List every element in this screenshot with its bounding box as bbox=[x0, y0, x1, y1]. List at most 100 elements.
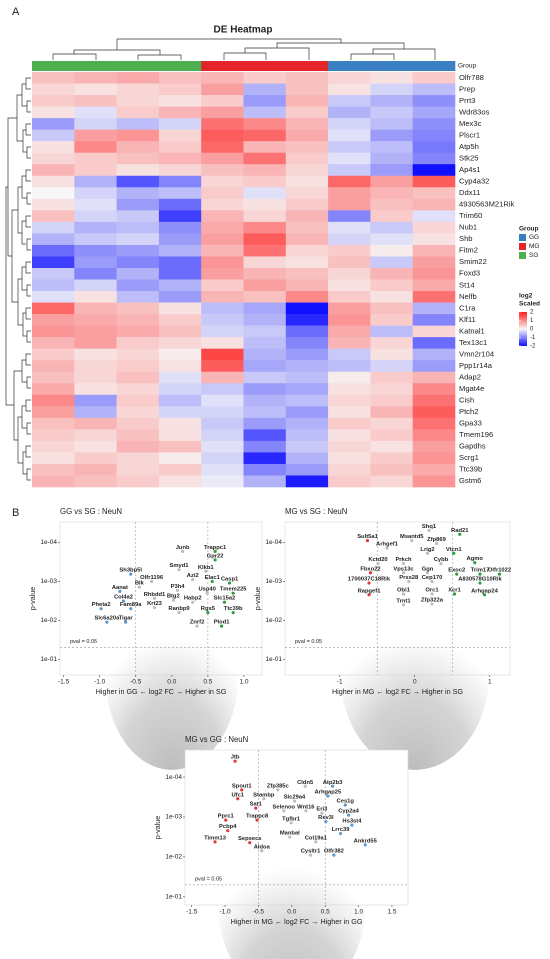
colorbar-title: log2 bbox=[519, 293, 533, 300]
heat-cell bbox=[116, 314, 160, 326]
heat-cell bbox=[328, 221, 371, 234]
heat-cell bbox=[74, 175, 117, 188]
plot-title: GG vs SG : NeuN bbox=[60, 507, 122, 516]
row-label: C1ra bbox=[459, 303, 476, 312]
heat-cell bbox=[412, 394, 456, 407]
row-label: Klf11 bbox=[459, 315, 476, 324]
heat-cell bbox=[158, 72, 202, 84]
heat-cell bbox=[243, 383, 287, 396]
heat-cell bbox=[370, 152, 413, 165]
gene-point bbox=[205, 591, 209, 595]
gene-point bbox=[367, 593, 371, 597]
heat-cell bbox=[32, 348, 75, 361]
gene-label: Timm13 bbox=[204, 835, 227, 841]
row-label: Atp5h bbox=[459, 142, 479, 151]
heat-cell bbox=[201, 256, 244, 269]
heat-cell bbox=[116, 256, 160, 269]
heat-cell bbox=[201, 302, 244, 315]
heat-cell bbox=[370, 325, 413, 338]
colorbar-tick-label: -1 bbox=[530, 335, 536, 341]
x-axis-label: Higher in MG ← log2 FC → Higher in GG bbox=[231, 917, 363, 926]
heat-cell bbox=[370, 291, 413, 303]
gene-label: Slc6a20a bbox=[94, 616, 120, 622]
row-label: Stk25 bbox=[459, 153, 478, 162]
gene-label: Slc29a4 bbox=[284, 795, 306, 801]
gene-label: Spout1 bbox=[232, 783, 252, 789]
gene-point bbox=[401, 571, 406, 575]
threshold-label: pval = 0.05 bbox=[70, 639, 97, 645]
heat-cell bbox=[32, 279, 75, 292]
gene-point bbox=[213, 558, 217, 562]
heat-cell bbox=[285, 463, 329, 476]
y-tick-label: 1e-04 bbox=[265, 539, 282, 546]
heat-cell bbox=[370, 429, 413, 442]
gene-point bbox=[226, 829, 230, 833]
gene-point bbox=[220, 624, 224, 628]
heat-cell bbox=[328, 337, 371, 349]
heat-cell bbox=[285, 452, 329, 465]
gene-label: Aldoa bbox=[254, 844, 271, 850]
y-tick-label: 1e-04 bbox=[165, 774, 182, 781]
heat-cell bbox=[370, 417, 413, 430]
heat-cell bbox=[158, 221, 202, 234]
x-tick-label: 1.0 bbox=[354, 909, 363, 916]
heat-cell bbox=[370, 106, 413, 119]
heat-cell bbox=[285, 256, 329, 269]
gene-label: Orc1 bbox=[425, 588, 439, 594]
heat-cell bbox=[328, 106, 371, 119]
heat-cell bbox=[116, 325, 160, 338]
heat-cell bbox=[412, 152, 456, 165]
row-label: Ttc39b bbox=[459, 465, 482, 474]
heat-cell bbox=[243, 337, 287, 349]
row-label: Tex13c1 bbox=[459, 338, 487, 347]
heat-cell bbox=[74, 440, 117, 453]
gene-point bbox=[292, 799, 297, 803]
heat-cell bbox=[158, 475, 202, 488]
heat-cell bbox=[158, 371, 202, 384]
gene-label: Zfp322a bbox=[421, 598, 444, 604]
heat-cell bbox=[412, 452, 456, 465]
row-label: Gpa33 bbox=[459, 419, 482, 428]
heat-cell bbox=[116, 187, 160, 200]
heat-cell bbox=[243, 83, 287, 96]
heat-cell bbox=[328, 95, 371, 107]
x-tick-label: 0.0 bbox=[167, 679, 176, 686]
heat-cell bbox=[116, 429, 160, 442]
heat-cell bbox=[201, 106, 244, 119]
row-label: Cish bbox=[459, 396, 474, 405]
colorbar-tick-label: 1 bbox=[530, 318, 534, 324]
heat-cell bbox=[243, 221, 287, 234]
heat-cell bbox=[370, 141, 413, 153]
heat-cell bbox=[243, 118, 287, 130]
heat-cell bbox=[243, 129, 287, 142]
gene-point bbox=[326, 794, 330, 798]
row-label: Adap2 bbox=[459, 372, 481, 381]
heat-cell bbox=[243, 325, 287, 338]
heat-cell bbox=[201, 440, 244, 453]
heat-cell bbox=[116, 164, 160, 177]
heat-cell bbox=[32, 118, 75, 130]
gene-point bbox=[410, 539, 414, 543]
threshold-label: pval = 0.05 bbox=[295, 639, 322, 645]
heat-cell bbox=[243, 152, 287, 165]
gene-label: Ranbp9 bbox=[168, 606, 190, 612]
heat-cell bbox=[32, 302, 75, 315]
heat-cell bbox=[32, 337, 75, 349]
gene-label: Manbal bbox=[280, 831, 300, 837]
heat-cell bbox=[74, 406, 117, 419]
heat-cell bbox=[370, 475, 413, 488]
row-label: Prrt3 bbox=[459, 96, 475, 105]
heat-cell bbox=[74, 348, 117, 361]
heat-cell bbox=[32, 452, 75, 465]
heat-cell bbox=[74, 337, 117, 349]
heat-cell bbox=[370, 440, 413, 453]
heat-cell bbox=[158, 325, 202, 338]
heat-cell bbox=[243, 141, 287, 153]
heat-cell bbox=[201, 279, 244, 292]
legend-label: GG bbox=[529, 234, 539, 241]
heat-cell bbox=[158, 360, 202, 373]
heat-cell bbox=[328, 406, 371, 419]
heat-cell bbox=[32, 267, 75, 280]
gene-label: Fam89a bbox=[120, 602, 142, 608]
row-label: Vmn2r104 bbox=[459, 349, 494, 358]
